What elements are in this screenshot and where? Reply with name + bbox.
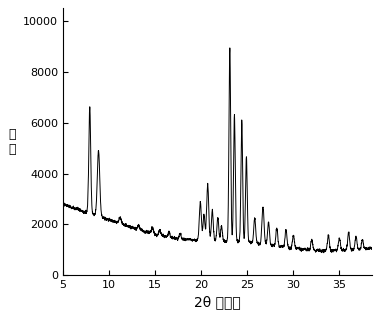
Y-axis label: 强
度: 强 度 <box>8 128 16 156</box>
X-axis label: 2θ （度）: 2θ （度） <box>194 296 241 310</box>
